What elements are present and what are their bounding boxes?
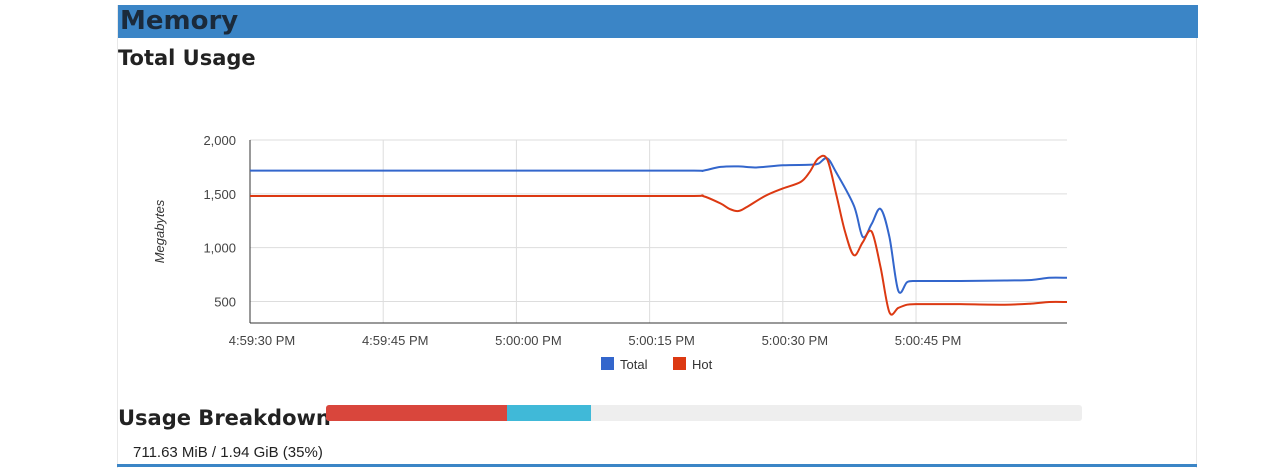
series-line-hot bbox=[250, 154, 1068, 316]
x-tick-label: 4:59:45 PM bbox=[362, 333, 429, 348]
legend-label-total: Total bbox=[620, 357, 648, 372]
total-usage-title: Total Usage bbox=[118, 46, 256, 70]
memory-summary: 711.63 MiB / 1.94 GiB (35%) bbox=[133, 444, 323, 461]
x-tick-label: 5:00:45 PM bbox=[895, 333, 962, 348]
legend-label-hot: Hot bbox=[692, 357, 713, 372]
x-tick-label: 4:59:30 PM bbox=[229, 333, 296, 348]
memory-panel: Memory bbox=[117, 5, 1198, 468]
y-tick-label: 1,000 bbox=[203, 241, 236, 256]
y-tick-label: 500 bbox=[214, 294, 236, 309]
memory-header: Memory bbox=[118, 5, 1198, 38]
breakdown-segment-hot bbox=[326, 405, 508, 421]
x-tick-label: 5:00:15 PM bbox=[628, 333, 695, 348]
x-tick-label: 5:00:30 PM bbox=[762, 333, 829, 348]
y-axis-label: Megabytes bbox=[152, 199, 167, 263]
breakdown-segment-cold bbox=[507, 405, 591, 421]
series-line-total bbox=[250, 157, 1068, 294]
usage-breakdown-title: Usage Breakdown bbox=[118, 406, 331, 430]
panel-bottom-border bbox=[117, 464, 1197, 467]
y-tick-label: 1,500 bbox=[203, 187, 236, 202]
usage-breakdown-bar bbox=[326, 405, 1082, 421]
legend-swatch-total bbox=[601, 357, 614, 370]
x-tick-label: 5:00:00 PM bbox=[495, 333, 562, 348]
y-tick-label: 2,000 bbox=[203, 133, 236, 148]
legend-swatch-hot bbox=[673, 357, 686, 370]
memory-title: Memory bbox=[120, 6, 239, 36]
